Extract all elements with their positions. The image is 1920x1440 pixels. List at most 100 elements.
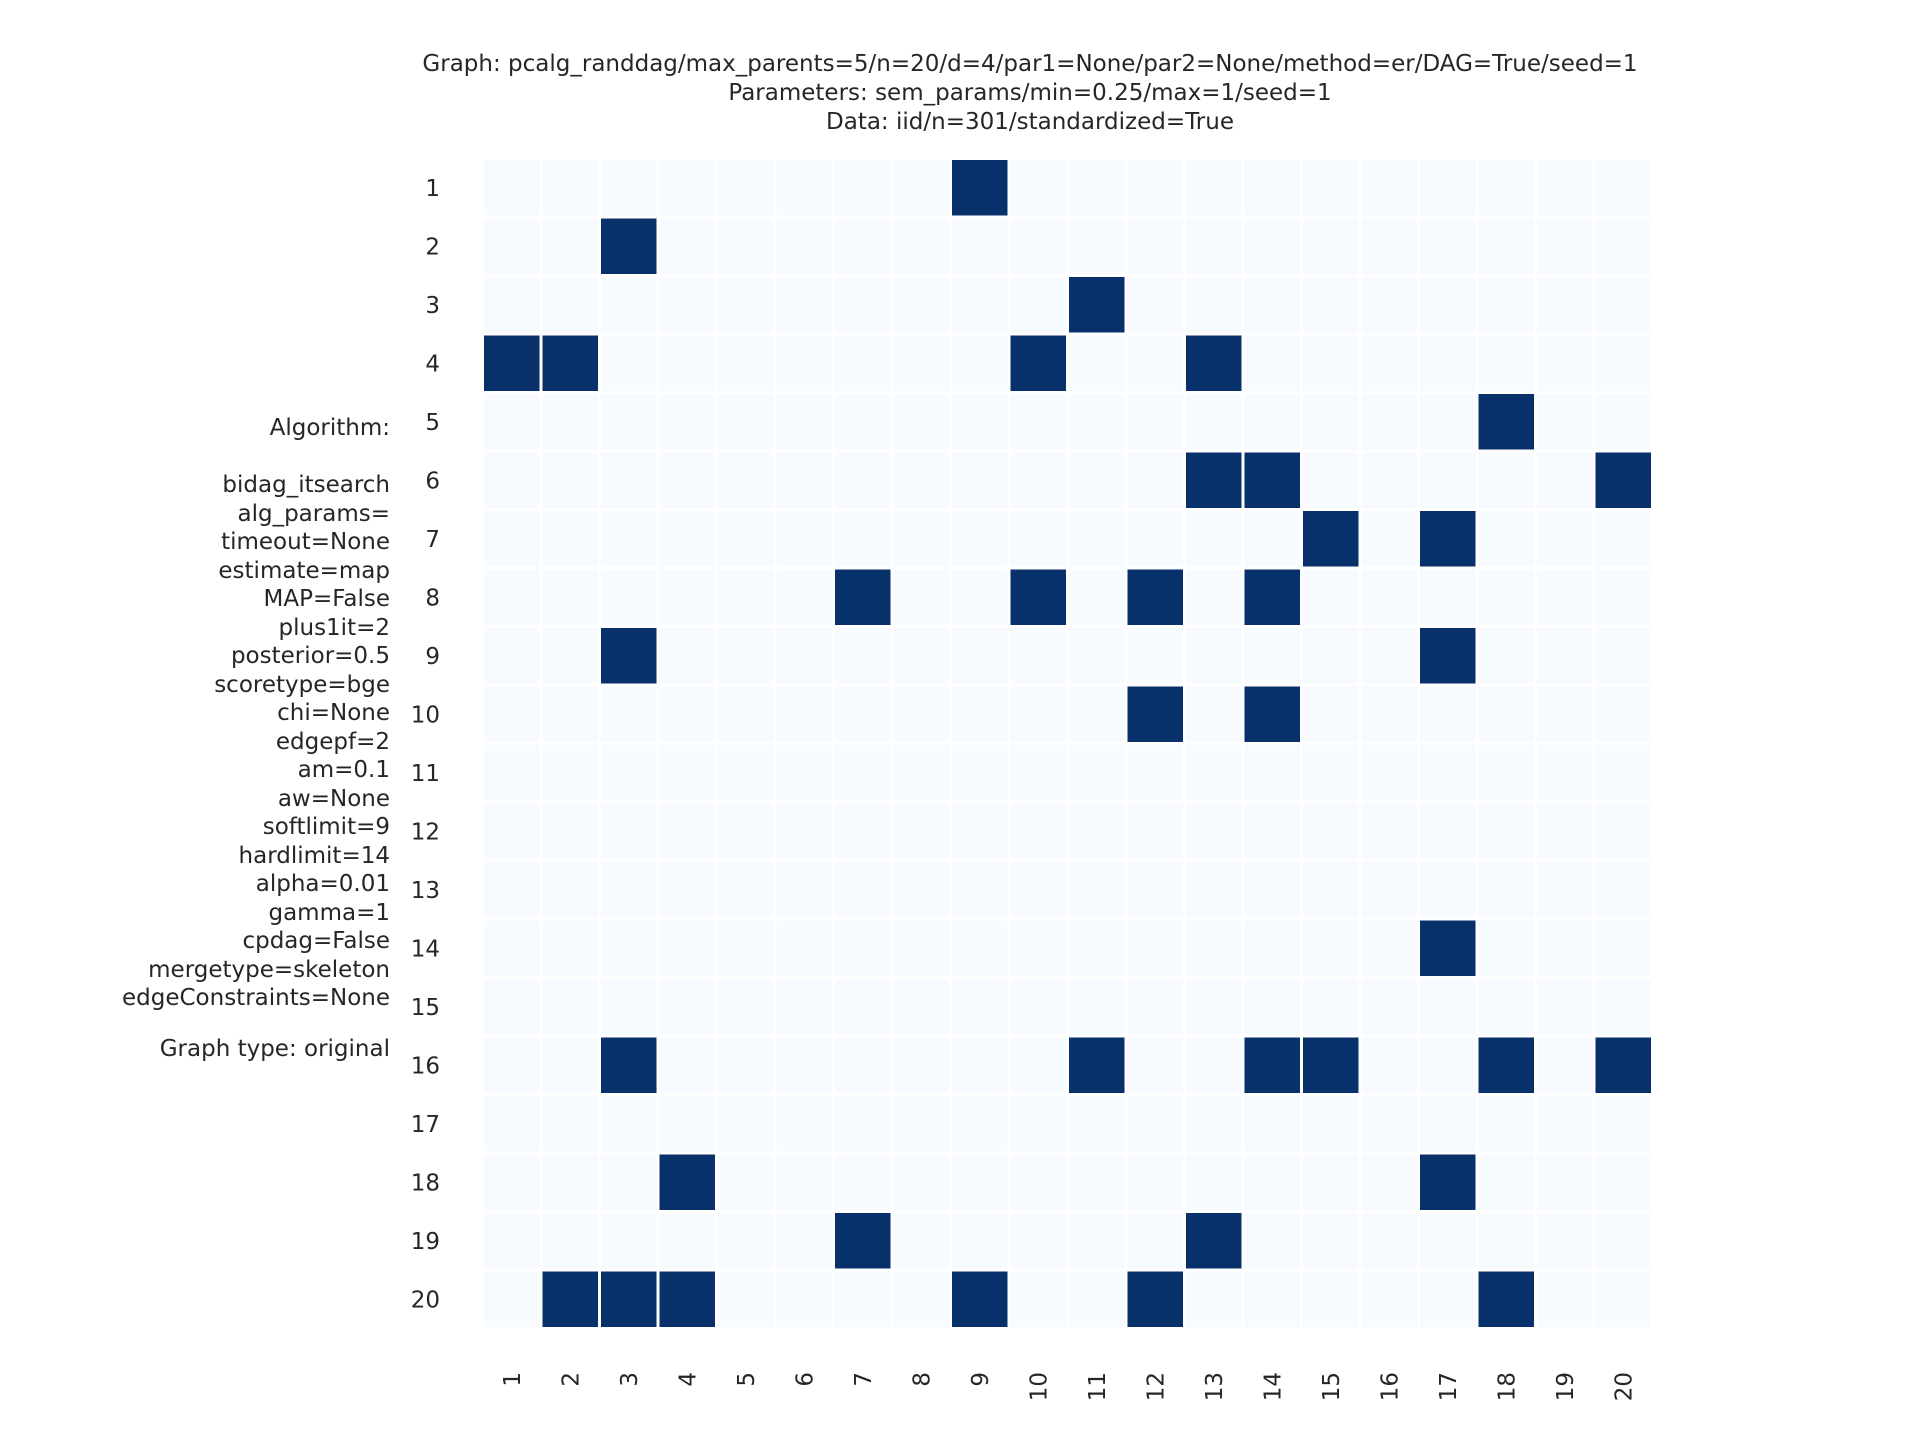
heatmap-cell-18-12	[1127, 1154, 1183, 1210]
heatmap-cell-2-12	[1127, 218, 1183, 274]
algorithm-param: softlimit=9	[262, 814, 390, 840]
heatmap-cell-8-5	[718, 569, 774, 625]
heatmap-cell-10-15	[1303, 686, 1359, 742]
heatmap-cell-18-9	[952, 1154, 1008, 1210]
heatmap-cell-9-12	[1127, 628, 1183, 684]
heatmap-cell-20-1	[484, 1271, 540, 1327]
heatmap-cell-16-8	[893, 1037, 949, 1093]
heatmap-cell-2-8	[893, 218, 949, 274]
heatmap-cell-2-2	[542, 218, 598, 274]
heatmap-cell-14-14	[1244, 920, 1300, 976]
heatmap-cell-13-8	[893, 862, 949, 918]
heatmap-cell-9-17	[1420, 628, 1476, 684]
heatmap-cell-1-6	[776, 160, 832, 216]
heatmap-cell-13-16	[1361, 862, 1417, 918]
row-tick-label: 14	[411, 936, 440, 962]
heatmap-cell-16-10	[1010, 1037, 1066, 1093]
heatmap-cell-14-10	[1010, 920, 1066, 976]
heatmap-cell-19-20	[1595, 1213, 1651, 1269]
heatmap-cell-2-19	[1537, 218, 1593, 274]
algorithm-param: chi=None	[277, 700, 390, 726]
heatmap-cell-7-4	[659, 511, 715, 567]
row-tick-label: 18	[411, 1170, 440, 1196]
heatmap-cell-4-18	[1478, 335, 1534, 391]
heatmap-cell-11-14	[1244, 745, 1300, 801]
heatmap-cell-15-15	[1303, 979, 1359, 1035]
heatmap-cell-2-5	[718, 218, 774, 274]
heatmap-cell-15-1	[484, 979, 540, 1035]
heatmap-cell-14-8	[893, 920, 949, 976]
heatmap-cell-19-13	[1186, 1213, 1242, 1269]
heatmap-cell-20-16	[1361, 1271, 1417, 1327]
heatmap-cell-18-5	[718, 1154, 774, 1210]
heatmap-cell-5-11	[1069, 394, 1125, 450]
algorithm-param: scoretype=bge	[214, 671, 390, 698]
heatmap-cell-12-19	[1537, 803, 1593, 859]
heatmap-cell-3-20	[1595, 277, 1651, 333]
heatmap-cell-15-19	[1537, 979, 1593, 1035]
heatmap-cell-4-1	[484, 335, 540, 391]
heatmap-cell-15-18	[1478, 979, 1534, 1035]
row-tick-label: 1	[425, 176, 440, 202]
col-tick-label: 4	[675, 1372, 701, 1387]
row-tick-label: 3	[425, 293, 440, 319]
heatmap-cell-4-6	[776, 335, 832, 391]
heatmap-cell-9-13	[1186, 628, 1242, 684]
heatmap-cell-5-5	[718, 394, 774, 450]
heatmap-cell-17-18	[1478, 1096, 1534, 1152]
heatmap-cell-14-2	[542, 920, 598, 976]
heatmap-cell-4-7	[835, 335, 891, 391]
heatmap-cell-14-16	[1361, 920, 1417, 976]
heatmap-cell-7-7	[835, 511, 891, 567]
heatmap-cell-18-3	[601, 1154, 657, 1210]
heatmap-cell-10-11	[1069, 686, 1125, 742]
heatmap-cell-15-20	[1595, 979, 1651, 1035]
heatmap-cell-18-20	[1595, 1154, 1651, 1210]
algorithm-param: alpha=0.01	[255, 871, 390, 897]
col-tick-label: 11	[1085, 1372, 1111, 1401]
heatmap-cell-15-7	[835, 979, 891, 1035]
col-tick-label: 2	[558, 1372, 584, 1387]
heatmap-cell-14-17	[1420, 920, 1476, 976]
heatmap-cell-20-20	[1595, 1271, 1651, 1327]
heatmap-cell-11-7	[835, 745, 891, 801]
heatmap-cell-18-15	[1303, 1154, 1359, 1210]
heatmap-cell-2-18	[1478, 218, 1534, 274]
heatmap-cell-7-9	[952, 511, 1008, 567]
heatmap-cell-11-11	[1069, 745, 1125, 801]
heatmap-cell-15-14	[1244, 979, 1300, 1035]
heatmap-cell-10-20	[1595, 686, 1651, 742]
heatmap-cell-17-4	[659, 1096, 715, 1152]
heatmap-cell-3-13	[1186, 277, 1242, 333]
algorithm-param: hardlimit=14	[238, 842, 390, 869]
heatmap-cell-17-1	[484, 1096, 540, 1152]
heatmap-cell-20-6	[776, 1271, 832, 1327]
heatmap-cell-1-16	[1361, 160, 1417, 216]
heatmap-cell-6-15	[1303, 452, 1359, 508]
heatmap-cell-18-8	[893, 1154, 949, 1210]
heatmap-cell-3-8	[893, 277, 949, 333]
heatmap-cell-9-15	[1303, 628, 1359, 684]
heatmap-cell-5-1	[484, 394, 540, 450]
heatmap-cell-20-13	[1186, 1271, 1242, 1327]
heatmap-cell-8-7	[835, 569, 891, 625]
algorithm-param: alg_params=	[237, 500, 391, 527]
heatmap-cell-2-11	[1069, 218, 1125, 274]
heatmap-cell-20-10	[1010, 1271, 1066, 1327]
heatmap-cell-14-12	[1127, 920, 1183, 976]
heatmap-cell-4-4	[659, 335, 715, 391]
algorithm-param: estimate=map	[218, 557, 390, 584]
heatmap-cell-7-6	[776, 511, 832, 567]
row-tick-label: 19	[411, 1229, 440, 1255]
heatmap-cell-4-17	[1420, 335, 1476, 391]
heatmap-cell-6-20	[1595, 452, 1651, 508]
heatmap-cell-1-15	[1303, 160, 1359, 216]
heatmap-cell-17-8	[893, 1096, 949, 1152]
heatmap-cell-12-17	[1420, 803, 1476, 859]
heatmap-cell-16-11	[1069, 1037, 1125, 1093]
heatmap-cell-9-8	[893, 628, 949, 684]
row-tick-label: 7	[425, 527, 440, 553]
heatmap-cell-2-16	[1361, 218, 1417, 274]
heatmap-cell-1-17	[1420, 160, 1476, 216]
col-tick-label: 20	[1611, 1372, 1637, 1401]
